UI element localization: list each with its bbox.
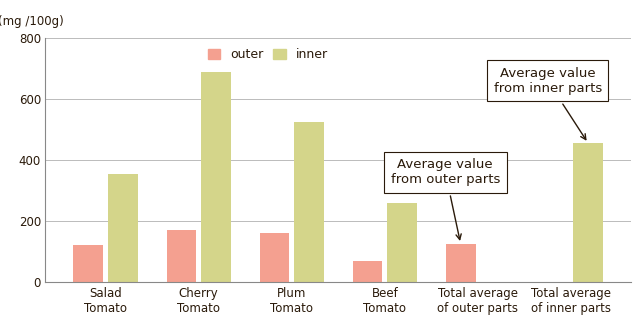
Bar bbox=[446, 244, 476, 282]
Bar bbox=[387, 203, 417, 282]
Text: Average value
from inner parts: Average value from inner parts bbox=[494, 67, 602, 140]
Text: (mg /100g): (mg /100g) bbox=[0, 15, 64, 28]
Bar bbox=[294, 122, 324, 282]
Legend: outer, inner: outer, inner bbox=[204, 44, 332, 65]
Bar bbox=[73, 245, 103, 282]
Bar bbox=[201, 72, 231, 282]
Bar bbox=[353, 261, 382, 282]
Bar bbox=[166, 230, 196, 282]
Text: Average value
from outer parts: Average value from outer parts bbox=[390, 158, 500, 239]
Bar bbox=[573, 143, 603, 282]
Bar bbox=[108, 174, 138, 282]
Bar bbox=[260, 233, 289, 282]
